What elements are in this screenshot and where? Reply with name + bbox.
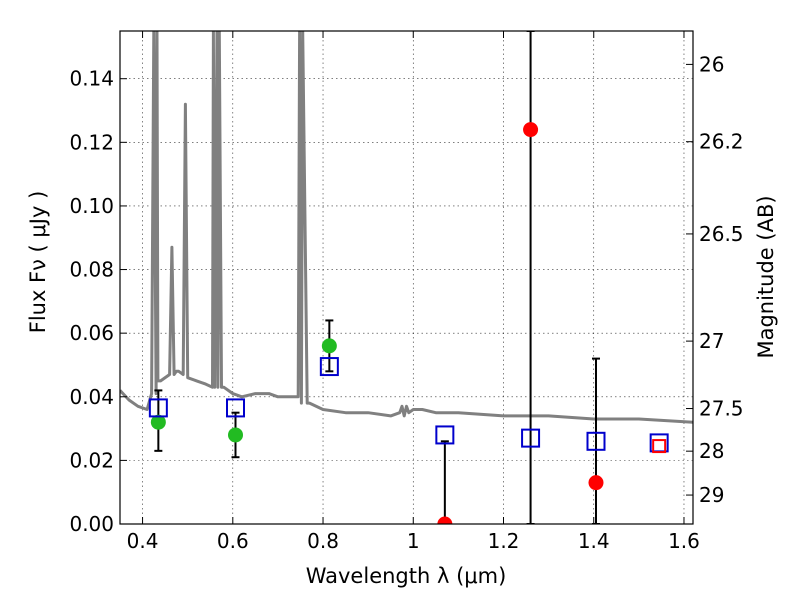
mag-tick-label: 27	[699, 329, 724, 353]
x-axis-label: Wavelength λ (μm)	[306, 564, 507, 588]
y-tick-label: 0.00	[69, 512, 114, 536]
x-tick-label: 1.4	[578, 529, 610, 553]
x-tick-label: 1	[407, 529, 420, 553]
y-tick-label: 0.08	[69, 258, 114, 282]
mag-tick-label: 29	[699, 483, 724, 507]
data-point	[437, 516, 453, 524]
y-tick-label: 0.02	[69, 448, 114, 472]
x-tick-label: 1.6	[668, 529, 700, 553]
mag-tick-label: 27.5	[699, 397, 744, 421]
data-point	[150, 414, 166, 430]
plot-frame	[119, 30, 694, 525]
data-point	[588, 475, 604, 491]
mag-tick-label: 26.2	[699, 130, 744, 154]
data-point	[523, 122, 539, 138]
plot-background	[120, 31, 693, 524]
data-point	[321, 338, 337, 354]
x-tick-label: 0.6	[217, 529, 249, 553]
data-point	[228, 427, 244, 443]
x-tick-label: 0.8	[307, 529, 339, 553]
y-tick-label: 0.06	[69, 321, 114, 345]
model-point	[586, 431, 606, 451]
model-point	[652, 439, 667, 454]
model-point	[319, 357, 339, 377]
spectrum-line	[120, 31, 693, 424]
y-tick-label: 0.04	[69, 385, 114, 409]
marker-layer	[148, 122, 669, 524]
mag-tick-label: 28	[699, 439, 724, 463]
y-axis-label-left: Flux Fν ( μJy )	[26, 191, 50, 334]
y-tick-label: 0.12	[69, 130, 114, 154]
model-point	[148, 398, 168, 418]
mag-tick-label: 26.5	[699, 222, 744, 246]
y-tick-label: 0.10	[69, 194, 114, 218]
y-axis-label-right: Magnitude (AB)	[754, 195, 778, 358]
spectrum-layer	[120, 31, 693, 424]
model-point	[226, 398, 246, 418]
ticks: 0.4 0.6 0.8 1 1.2 1.4 1.6 0.00 0.02 0.04 0.06 0.08 0…	[69, 31, 744, 553]
x-tick-label: 1.2	[488, 529, 520, 553]
mag-tick-label: 26	[699, 52, 724, 76]
model-point	[435, 425, 455, 445]
y-tick-label: 0.14	[69, 67, 114, 91]
x-tick-label: 0.4	[127, 529, 159, 553]
model-point	[521, 428, 541, 448]
